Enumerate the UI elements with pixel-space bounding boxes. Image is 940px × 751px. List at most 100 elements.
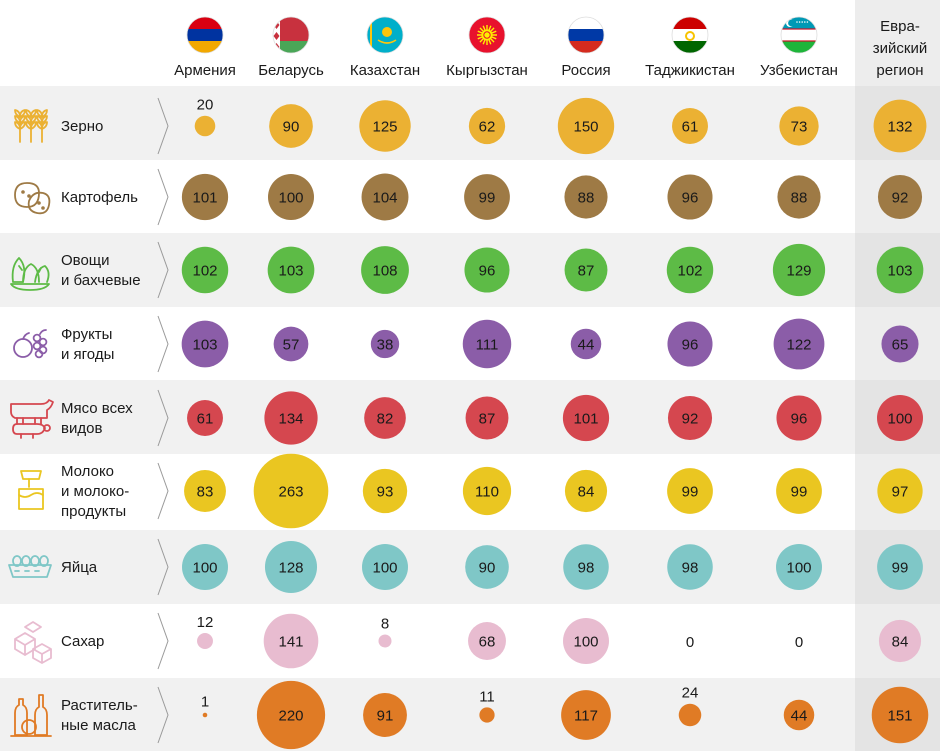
chevron-right-icon — [157, 97, 169, 155]
value-bubble — [672, 108, 708, 144]
value-label: 110 — [475, 484, 499, 501]
flag-5-icon — [567, 16, 605, 54]
potato-icon — [14, 182, 51, 215]
value-label: 68 — [479, 634, 496, 651]
value-bubble — [370, 329, 400, 359]
value-label: 83 — [197, 484, 214, 501]
region-value-label: 84 — [892, 634, 909, 651]
country-label: Россия — [561, 62, 610, 79]
value-bubble — [362, 544, 408, 590]
value-label: 62 — [479, 119, 496, 136]
region-bubble — [871, 686, 929, 744]
vegetables-icon — [10, 257, 50, 291]
category-row: Сахар 12 141 8 68 100 0 0 84 — [14, 612, 922, 670]
value-label: 99 — [791, 484, 808, 501]
flag-1-icon — [186, 16, 224, 54]
value-bubble — [264, 391, 318, 445]
eggs-icon — [8, 555, 52, 578]
value-label: 44 — [578, 337, 595, 354]
row-band — [0, 380, 855, 454]
region-value-label: 99 — [892, 560, 909, 577]
value-bubble — [263, 613, 319, 669]
value-label: 44 — [791, 708, 808, 725]
row-band — [0, 86, 855, 160]
value-bubble — [184, 470, 226, 512]
value-bubble — [562, 394, 610, 442]
value-bubble — [772, 243, 826, 297]
value-bubble — [563, 618, 609, 664]
value-label: 96 — [791, 411, 808, 428]
value-bubble — [776, 468, 822, 514]
value-label: 11 — [479, 688, 495, 705]
value-label: 73 — [791, 119, 808, 136]
value-bubble — [361, 246, 409, 294]
value-bubble — [464, 174, 510, 220]
country-label: Узбекистан — [760, 62, 838, 79]
country-label: Беларусь — [258, 62, 324, 79]
region-value-label: 151 — [887, 708, 912, 725]
value-label: 100 — [278, 190, 303, 207]
value-bubble — [362, 468, 408, 514]
value-label: 117 — [574, 708, 598, 725]
value-label: 0 — [795, 634, 803, 651]
oil-icon — [10, 694, 52, 737]
column-headers: Армения Беларусь Казахстан Кыргызстан Россия… — [174, 18, 927, 79]
row-band — [0, 233, 855, 307]
value-bubble — [181, 246, 229, 294]
value-bubble — [268, 174, 314, 220]
value-label: 101 — [573, 411, 598, 428]
value-bubble — [561, 690, 611, 740]
value-label: 61 — [682, 119, 699, 136]
value-label: 103 — [192, 337, 217, 354]
value-label: 102 — [677, 263, 702, 280]
value-label: 87 — [578, 263, 595, 280]
value-bubble — [779, 106, 819, 146]
value-bubble — [557, 97, 615, 155]
value-label: 24 — [682, 685, 699, 702]
value-label: 92 — [682, 411, 699, 428]
value-label: 129 — [786, 263, 811, 280]
value-label: 38 — [377, 337, 394, 354]
value-bubble — [667, 468, 713, 514]
flag-7-icon — [780, 16, 818, 54]
flag-4-icon — [468, 16, 506, 54]
value-bubble — [273, 326, 309, 362]
value-bubble — [462, 319, 512, 369]
value-bubble — [181, 320, 229, 368]
value-label: 100 — [786, 560, 811, 577]
region-header-line: Евра- — [880, 18, 920, 35]
value-bubble — [776, 395, 822, 441]
sugar-icon — [14, 621, 52, 664]
value-label: 98 — [578, 560, 595, 577]
category-label: и бахчевые — [61, 272, 141, 289]
value-label: 263 — [278, 484, 303, 501]
value-label: 90 — [479, 560, 496, 577]
value-label: 98 — [682, 560, 699, 577]
category-label: продукты — [61, 503, 126, 520]
chevron-right-icon — [157, 241, 169, 299]
value-label: 150 — [573, 119, 598, 136]
category-row: Зерно 20 90 125 62 150 61 73 132 — [14, 97, 927, 155]
value-label: 84 — [578, 484, 595, 501]
category-label: ные масла — [61, 717, 136, 734]
value-label: 111 — [476, 337, 499, 354]
value-label: 141 — [278, 634, 303, 651]
value-label: 128 — [278, 560, 303, 577]
value-bubble — [364, 397, 406, 439]
category-row: Картофель 101 100 104 99 88 96 88 92 — [14, 168, 923, 226]
flag-2-icon — [272, 16, 310, 54]
category-label: Яйца — [61, 559, 98, 576]
chevron-right-icon — [157, 538, 169, 596]
value-bubble — [465, 396, 509, 440]
value-bubble — [378, 634, 392, 648]
value-bubble — [181, 173, 229, 221]
value-label: 101 — [192, 190, 217, 207]
flag-6-icon — [671, 16, 709, 54]
row-band — [0, 678, 855, 751]
flag-3-icon — [366, 16, 404, 54]
value-bubble — [667, 321, 713, 367]
country-label: Кыргызстан — [446, 62, 528, 79]
region-bubble — [877, 174, 923, 220]
